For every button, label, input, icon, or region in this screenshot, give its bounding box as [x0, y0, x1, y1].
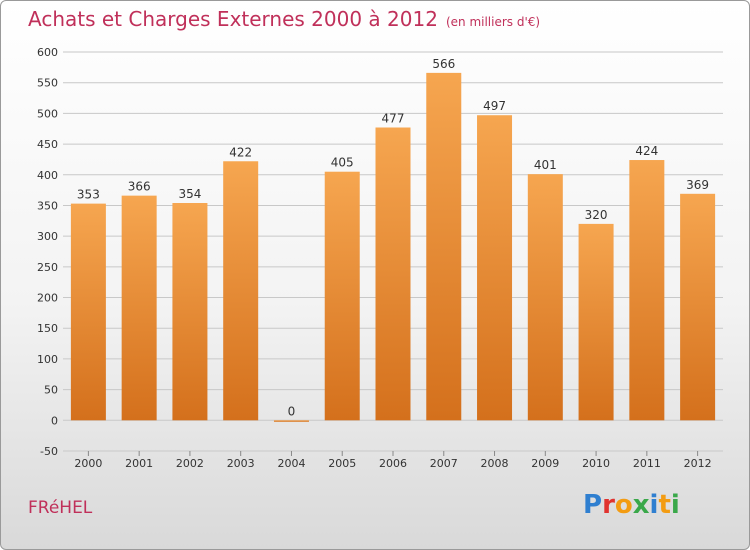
logo-letter: t	[658, 490, 671, 520]
logo-letter: o	[614, 490, 633, 520]
bar-value-label: 354	[178, 187, 201, 201]
y-axis: -50 0 50 100 150 200 250 300 350 400 450 500 550 600	[37, 46, 58, 458]
bar-2011	[629, 160, 665, 421]
chart-title-text: Achats et Charges Externes 2000 à 2012	[28, 7, 438, 31]
bar-value-label: 0	[288, 404, 296, 418]
x-tick-label: 2001	[125, 457, 153, 470]
y-tick-label: 400	[37, 169, 58, 182]
proxiti-logo: Proxiti	[583, 490, 680, 520]
bar-value-label: 497	[483, 99, 506, 113]
bar-2006	[375, 127, 411, 421]
x-tick-label: 2009	[531, 457, 559, 470]
x-tick-label: 2000	[74, 457, 102, 470]
x-axis: 2000 2001 2002 2003 2004 2005 2006 2007 2008 2009…	[74, 451, 712, 470]
bar-2002	[172, 203, 208, 421]
bar-value-label: 401	[534, 158, 557, 172]
bar-value-label: 366	[128, 180, 151, 194]
bar-2009	[527, 174, 563, 421]
bar-2007	[426, 72, 462, 421]
commune-name: FRéHEL	[28, 498, 93, 518]
y-tick-label: 250	[37, 261, 58, 274]
x-tick-label: 2007	[430, 457, 458, 470]
logo-letter: x	[632, 490, 650, 520]
y-tick-label: 350	[37, 199, 58, 212]
chart-title: Achats et Charges Externes 2000 à 2012 (e…	[28, 7, 540, 31]
y-tick-label: -50	[40, 445, 58, 458]
bar-value-label: 477	[382, 112, 405, 126]
x-tick-label: 2003	[227, 457, 255, 470]
x-tick-label: 2011	[633, 457, 661, 470]
bar-value-label: 424	[635, 144, 658, 158]
y-tick-label: 150	[37, 322, 58, 335]
bar-value-label: 353	[77, 188, 100, 202]
bar-2003	[223, 161, 259, 421]
bars	[70, 72, 716, 422]
chart-subtitle: (en milliers d'€)	[445, 15, 541, 29]
y-tick-label: 100	[37, 353, 58, 366]
y-tick-label: 450	[37, 138, 58, 151]
bar-value-label: 405	[331, 156, 354, 170]
x-tick-label: 2006	[379, 457, 407, 470]
y-tick-label: 200	[37, 292, 58, 305]
x-tick-label: 2002	[176, 457, 204, 470]
x-tick-label: 2005	[328, 457, 356, 470]
logo-letter: r	[602, 490, 615, 520]
logo-letter: i	[670, 490, 680, 520]
bar-2001	[121, 195, 157, 421]
x-tick-label: 2004	[277, 457, 305, 470]
y-tick-label: 0	[51, 414, 58, 427]
y-tick-label: 500	[37, 107, 58, 120]
bar-2005	[324, 171, 360, 421]
value-labels: 353 366 354 422 0 405 477 566 497 401 320 424 369	[77, 57, 709, 418]
bar-value-label: 422	[229, 145, 252, 159]
logo-letter: i	[649, 490, 659, 520]
x-tick-label: 2012	[684, 457, 712, 470]
x-tick-label: 2008	[481, 457, 509, 470]
bar-2008	[477, 115, 513, 421]
bar-value-label: 566	[432, 57, 455, 71]
bar-2012	[680, 193, 716, 421]
y-tick-label: 300	[37, 230, 58, 243]
logo-letter: P	[583, 490, 603, 520]
bar-2000	[70, 203, 106, 421]
bar-2010	[578, 223, 614, 421]
y-tick-label: 550	[37, 77, 58, 90]
x-tick-label: 2010	[582, 457, 610, 470]
bar-value-label: 320	[585, 208, 608, 222]
y-tick-label: 600	[37, 46, 58, 59]
bar-value-label: 369	[686, 178, 709, 192]
y-tick-label: 50	[44, 384, 58, 397]
bar-2004	[273, 420, 309, 422]
